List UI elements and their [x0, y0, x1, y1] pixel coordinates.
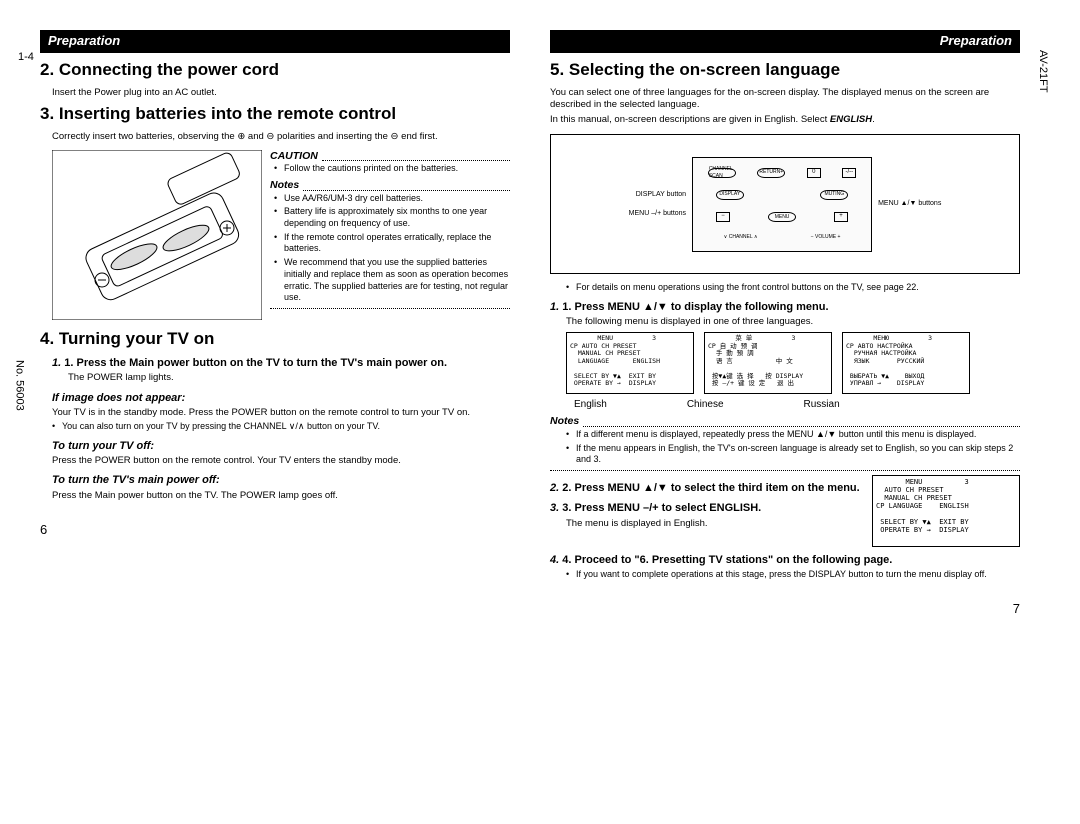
- s5-note-item: If a different menu is displayed, repeat…: [566, 429, 1020, 441]
- manual-spread: 1-4 No. 56003 Preparation 2. Connecting …: [40, 30, 1040, 794]
- note-item: Battery life is approximately six months…: [274, 206, 510, 229]
- s5-intro2: In this manual, on-screen descriptions a…: [550, 114, 1020, 126]
- s5-step1-head: 1. 1. Press MENU ▲/▼ to display the foll…: [550, 300, 1020, 314]
- s4-sub3-body: Press the Main power button on the TV. T…: [52, 490, 510, 502]
- note-item: We recommend that you use the supplied b…: [274, 257, 510, 304]
- label-menu-pm: MENU –/+ buttons: [629, 209, 686, 218]
- muting-btn: MUTING: [820, 190, 848, 200]
- lang-en: English: [574, 398, 607, 411]
- note-item: If the remote control operates erratical…: [274, 232, 510, 255]
- caution-label: CAUTION: [270, 150, 318, 164]
- page-id-top: 1-4: [18, 50, 34, 64]
- s4-sub1-head: If image does not appear:: [52, 391, 510, 405]
- page-num-7: 7: [550, 601, 1020, 618]
- model-number: AV-21FT: [1036, 50, 1050, 93]
- remote-diagram: DISPLAY button MENU –/+ buttons CHANNEL …: [550, 134, 1020, 274]
- battery-row: CAUTION Follow the cautions printed on t…: [52, 150, 510, 324]
- notes-label-s5: Notes: [550, 415, 579, 429]
- caution-item: Follow the cautions printed on the batte…: [274, 163, 510, 175]
- s5-step2-head: 2. 2. Press MENU ▲/▼ to select the third…: [550, 481, 862, 495]
- section-4-title: 4. Turning your TV on: [40, 328, 510, 350]
- doc-number: No. 56003: [12, 360, 26, 411]
- minus-hyphen-btn: -/--: [842, 168, 856, 178]
- s5-intro1: You can select one of three languages fo…: [550, 87, 1020, 112]
- right-page: AV-21FT Preparation 5. Selecting the on-…: [550, 30, 1020, 794]
- display-btn: DISPLAY: [716, 190, 744, 200]
- section-2-title: 2. Connecting the power cord: [40, 59, 510, 81]
- menu-minus-btn: −: [716, 212, 730, 222]
- s4-sub2-head: To turn your TV off:: [52, 439, 510, 453]
- lang-ru: Russian: [804, 398, 840, 411]
- s5-step3-head: 3. 3. Press MENU –/+ to select ENGLISH.: [550, 501, 862, 515]
- section-3-title: 3. Inserting batteries into the remote c…: [40, 103, 510, 125]
- lang-zh: Chinese: [687, 398, 724, 411]
- menu-screens-row: MENU 3 CP AUTO CH PRESET MANUAL CH PRESE…: [566, 332, 1020, 394]
- section-3-body: Correctly insert two batteries, observin…: [52, 131, 510, 143]
- right-header-bar: Preparation: [550, 30, 1020, 53]
- zero-btn: 0: [807, 168, 821, 178]
- s5-step4-head: 4. 4. Proceed to "6. Presetting TV stati…: [550, 553, 1020, 567]
- label-menu-ud: MENU ▲/▼ buttons: [878, 199, 941, 208]
- label-display-btn: DISPLAY button: [629, 190, 686, 199]
- diagram-note: For details on menu operations using the…: [566, 282, 1020, 294]
- battery-notes-col: CAUTION Follow the cautions printed on t…: [270, 150, 510, 324]
- s5-step3-body: The menu is displayed in English.: [566, 518, 862, 530]
- left-header-bar: Preparation: [40, 30, 510, 53]
- notes-list-s3: Use AA/R6/UM-3 dry cell batteries. Batte…: [274, 193, 510, 304]
- menu-plus-btn: +: [834, 212, 848, 222]
- notes-list-s5: If a different menu is displayed, repeat…: [566, 429, 1020, 466]
- section-5-title: 5. Selecting the on-screen language: [550, 59, 1020, 81]
- left-page: Preparation 2. Connecting the power cord…: [40, 30, 510, 794]
- caution-list: Follow the cautions printed on the batte…: [274, 163, 510, 175]
- section-2-body: Insert the Power plug into an AC outlet.: [52, 87, 510, 99]
- s5-step4-note: If you want to complete operations at th…: [566, 569, 1020, 581]
- s4-step1-body: The POWER lamp lights.: [68, 372, 510, 384]
- s4-sub2-body: Press the POWER button on the remote con…: [52, 455, 510, 467]
- menu-btn: MENU: [768, 212, 796, 222]
- s4-sub1-body1: Your TV is in the standby mode. Press th…: [52, 407, 510, 419]
- menu-screen-ru: МЕНЮ 3 CP АВТО НАСТРОЙКА РУЧНАЯ НАСТРОЙК…: [842, 332, 970, 394]
- s4-sub1-body2: You can also turn on your TV by pressing…: [52, 421, 510, 433]
- menu-screen-zh: 菜 单 3 CP 自 动 预 调 手 動 預 調 语 言 中 文 按▼▲键 选 …: [704, 332, 832, 394]
- s4-sub3-head: To turn the TV's main power off:: [52, 473, 510, 487]
- lang-labels: English Chinese Russian: [574, 398, 1020, 411]
- channel-scan-btn: CHANNEL SCAN: [708, 168, 736, 178]
- s4-step1: 1. 1. Press the Main power button on the…: [52, 356, 510, 370]
- page-num-6: 6: [40, 522, 510, 539]
- s5-step1-body: The following menu is displayed in one o…: [566, 316, 1020, 328]
- note-item: Use AA/R6/UM-3 dry cell batteries.: [274, 193, 510, 205]
- remote-closeup: CHANNEL SCAN RETURN+ 0 -/-- DISPLAY MUTI…: [692, 157, 872, 252]
- menu-screen-en: MENU 3 CP AUTO CH PRESET MANUAL CH PRESE…: [566, 332, 694, 394]
- s5-note-item: If the menu appears in English, the TV's…: [566, 443, 1020, 466]
- battery-illustration: [52, 150, 262, 324]
- notes-label-s3: Notes: [270, 179, 299, 193]
- menu-screen-step2: MENU 3 AUTO CH PRESET MANUAL CH PRESET C…: [872, 475, 1020, 547]
- step2-row: 2. 2. Press MENU ▲/▼ to select the third…: [550, 475, 1020, 547]
- return-btn: RETURN+: [757, 168, 785, 178]
